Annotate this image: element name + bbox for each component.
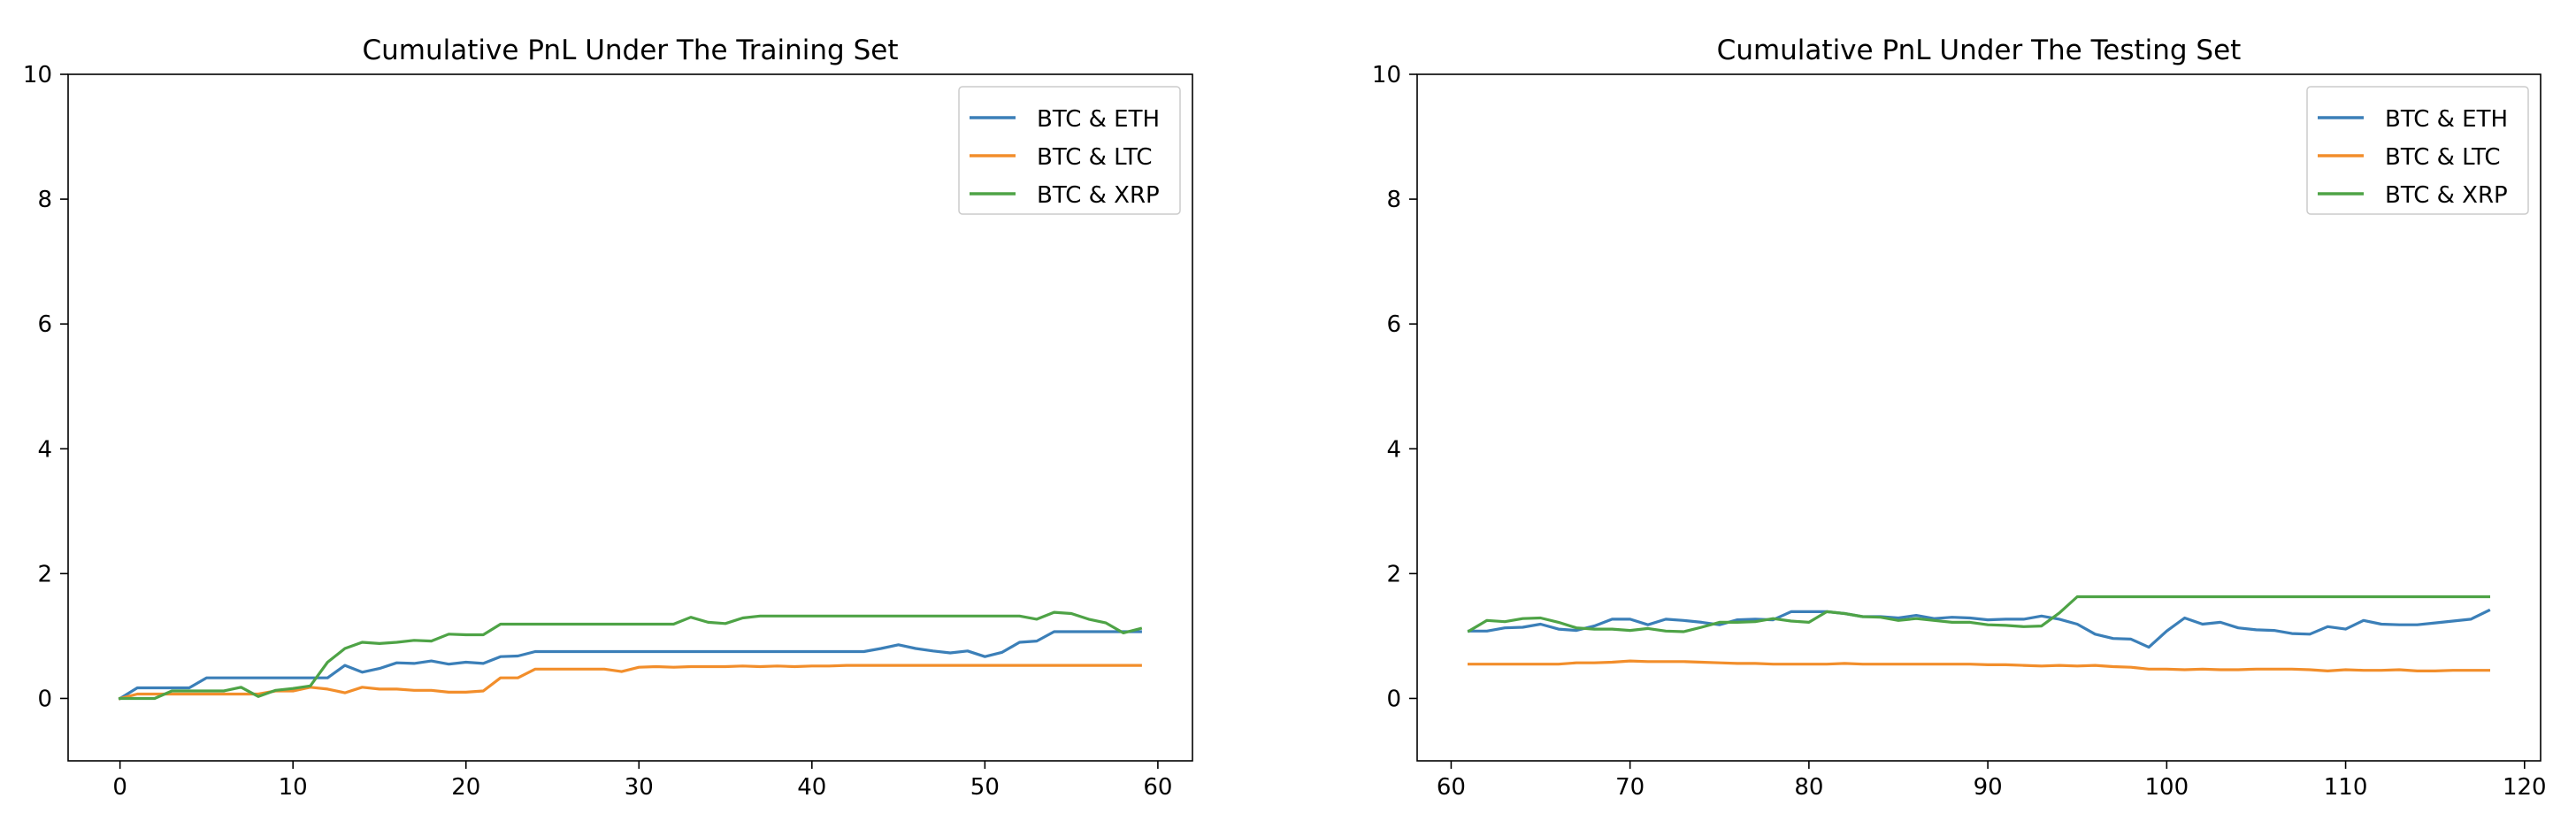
- training-legend-label-btc-xrp: BTC & XRP: [1037, 182, 1160, 209]
- testing-x-tick-label: 120: [2503, 774, 2547, 801]
- testing-y-tick-label: 8: [1386, 187, 1401, 213]
- testing-chart: Cumulative PnL Under The Testing Set 60 7…: [1372, 35, 2547, 801]
- testing-x-tick-label: 90: [1974, 774, 2003, 801]
- training-x-tick-label: 60: [1143, 774, 1172, 801]
- testing-y-tick-label: 0: [1386, 686, 1401, 712]
- testing-line-btc-eth: [1467, 608, 2491, 649]
- training-chart: Cumulative PnL Under The Training Set 0 1…: [23, 35, 1193, 801]
- testing-y-tick-label: 2: [1386, 561, 1401, 587]
- training-x-tick-label: 20: [451, 774, 480, 801]
- training-legend: BTC & ETH BTC & LTC BTC & XRP: [958, 86, 1181, 215]
- training-chart-title: Cumulative PnL Under The Training Set: [363, 35, 899, 66]
- testing-plot-frame: [1416, 73, 2542, 762]
- testing-legend: BTC & ETH BTC & LTC BTC & XRP: [2306, 86, 2529, 215]
- testing-legend-label-btc-xrp: BTC & XRP: [2385, 182, 2508, 209]
- training-x-tick-label: 30: [625, 774, 654, 801]
- testing-y-tick-label: 10: [1372, 62, 1401, 88]
- training-y-tick-label: 4: [37, 436, 52, 463]
- testing-chart-title: Cumulative PnL Under The Testing Set: [1717, 35, 2242, 66]
- training-y-tick-label: 8: [37, 187, 52, 213]
- training-y-tick-label: 6: [37, 311, 52, 338]
- training-legend-label-btc-eth: BTC & ETH: [1037, 106, 1160, 133]
- testing-line-btc-ltc: [1467, 659, 2490, 673]
- testing-y-tick-label: 6: [1386, 311, 1401, 338]
- testing-x-tick-label: 110: [2324, 774, 2368, 801]
- training-y-tick-label: 0: [37, 686, 52, 712]
- testing-legend-label-btc-eth: BTC & ETH: [2385, 106, 2508, 133]
- testing-x-tick-label: 70: [1615, 774, 1644, 801]
- training-x-tick-label: 0: [112, 774, 127, 801]
- training-line-btc-xrp: [119, 610, 1143, 701]
- testing-series-lines: [1467, 595, 2491, 673]
- training-line-btc-eth: [118, 630, 1142, 701]
- training-y-tick-label: 10: [23, 62, 52, 88]
- testing-legend-label-btc-ltc: BTC & LTC: [2385, 144, 2501, 171]
- training-x-tick-label: 40: [797, 774, 826, 801]
- testing-x-tick-label: 80: [1794, 774, 1823, 801]
- testing-line-btc-xrp: [1467, 595, 2490, 633]
- training-x-tick-label: 50: [970, 774, 1000, 801]
- testing-x-tick-label: 100: [2145, 774, 2189, 801]
- testing-x-tick-label: 60: [1437, 774, 1466, 801]
- training-y-tick-label: 2: [37, 561, 52, 587]
- training-x-tick-label: 10: [279, 774, 308, 801]
- training-line-btc-ltc: [118, 664, 1142, 701]
- training-legend-label-btc-ltc: BTC & LTC: [1037, 144, 1153, 171]
- training-plot-frame: [67, 73, 1193, 762]
- training-series-lines: [118, 610, 1143, 701]
- testing-y-tick-label: 4: [1386, 436, 1401, 463]
